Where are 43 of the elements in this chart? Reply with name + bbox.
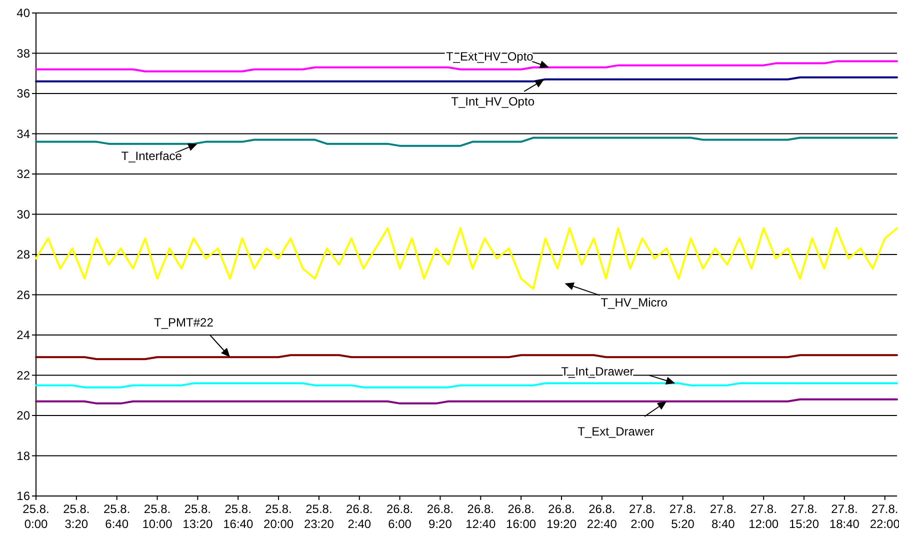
x-tick-label: 25.8. 16:40 [223,502,254,531]
series-label: T_Int_HV_Opto [451,94,535,109]
x-tick-label: 27.8. 18:40 [829,502,860,531]
y-tick-label: 20 [16,408,30,423]
y-tick-label: 38 [16,46,30,60]
y-tick-label: 18 [16,448,30,463]
text: T_PMT#22 [154,315,214,330]
x-tick-label: 25.8. 3:20 [63,502,90,531]
series-label: T_Interface [121,149,182,164]
x-tick-label: 26.8. 16:00 [506,502,536,531]
y-tick-label: 16 [16,489,30,504]
x-tick-label: 26.8. 12:40 [466,502,496,531]
y-tick-label: 40 [16,6,30,20]
y-tick-label: 22 [16,368,30,382]
y-tick-label: 32 [16,167,30,182]
series-label: T_Ext_Drawer [578,424,654,439]
x-tick-label: 27.8. 22:00 [870,502,899,531]
y-tick-label: 26 [16,288,30,302]
x-tick-label: 25.8. 13:20 [182,502,214,531]
y-tick-label: 30 [16,207,30,222]
y-tick-label: 36 [16,86,30,101]
series-label: T_Ext_HV_Opto [446,50,534,64]
x-tick-label: 25.8. 23:20 [304,502,334,531]
x-tick-label: 26.8. 6:00 [386,502,414,531]
y-tick-label: 28 [16,248,30,262]
y-tick-label: 24 [16,328,30,342]
x-tick-label: 26.8. 2:40 [346,502,373,531]
series-label: T_Int_Drawer [561,364,634,378]
y-tick-label: 34 [16,126,30,141]
line-series [35,227,898,290]
x-tick-label: 26.8. 22:40 [586,502,618,531]
x-tick-label: 27.8. 12:00 [748,502,779,531]
x-tick-label: 25.8. 20:00 [264,502,294,531]
x-tick-label: 25.8. 10:00 [142,502,173,531]
x-tick-label: 27.8. 15:20 [789,502,820,531]
x-tick-label: 26.8. 9:20 [426,502,454,531]
x-tick-label: 26.8. 19:20 [546,502,577,531]
series-label: T_HV_Micro [600,296,668,310]
x-tick-label: 27.8. 8:40 [710,502,737,531]
x-tick-label: 25.8. 0:00 [22,502,50,531]
x-tick-label: 27.8. 5:20 [669,502,696,531]
x-tick-label: 27.8. 2:00 [628,502,656,531]
x-tick-label: 25.8. 6:40 [103,502,130,531]
